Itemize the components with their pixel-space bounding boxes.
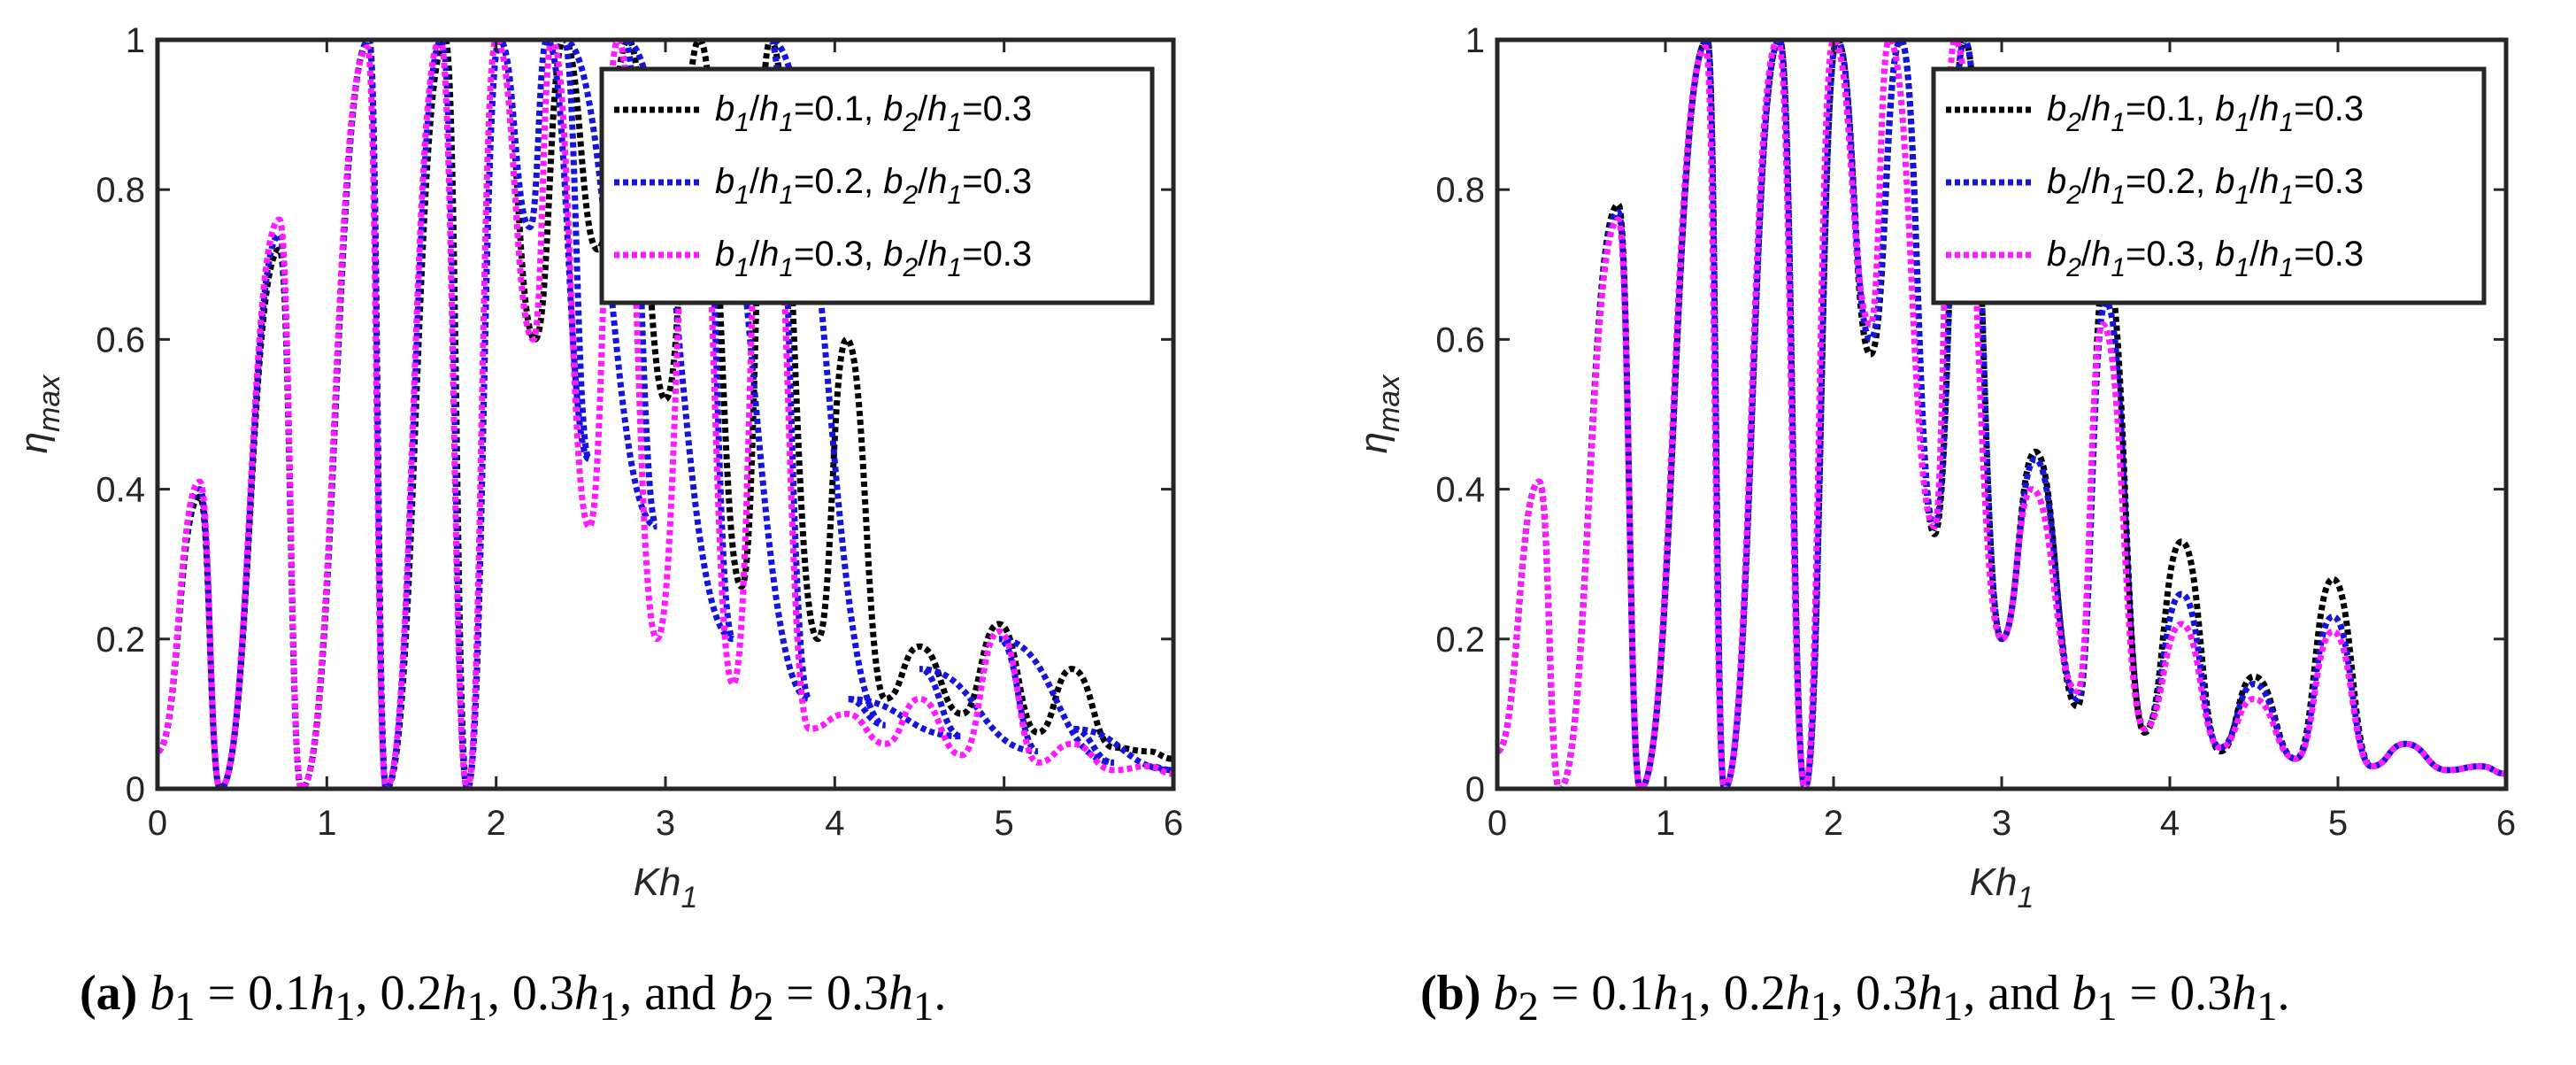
y-tick-label: 0.2 [96,621,145,660]
caption-b: (b) b2 = 0.1h1, 0.2h1, 0.3h1, and b1 = 0… [1420,966,2290,1030]
y-tick-label: 1 [1465,21,1485,60]
caption-a: (a) b1 = 0.1h1, 0.2h1, 0.3h1, and b2 = 0… [80,966,947,1030]
y-tick-label: 0 [126,770,145,809]
x-tick-label: 6 [2496,804,2516,843]
y-axis-label: ηmax [12,374,66,454]
x-tick-label: 1 [1656,804,1675,843]
y-tick-label: 0.4 [96,471,145,510]
y-tick-label: 0.8 [96,171,145,210]
x-tick-label: 5 [2328,804,2348,843]
legend-box [599,66,1155,305]
legend-entry-3: b2/h1=0.3, b1/h1=0.3 [2047,235,2364,282]
panel-b: 0 1 2 3 4 5 6 0 0.2 0.4 0.6 0.8 1 Kh1 ηmax b2/h1=0.1, b… [1352,21,2516,915]
x-tick-label: 0 [148,804,167,843]
legend: b2/h1=0.1, b1/h1=0.3 b2/h1=0.2, b1/h1=0.3… [1931,66,2487,305]
caption-a-tag: (a) [80,966,138,1021]
x-tick-label: 2 [1824,804,1843,843]
x-tick-label: 4 [825,804,844,843]
legend-entry-2: b2/h1=0.2, b1/h1=0.3 [2047,162,2364,210]
legend-box [1931,66,2487,305]
y-tick-label: 0.4 [1435,471,1485,510]
series-line-1 [1497,40,2506,789]
y-tick-label: 0.6 [96,320,145,359]
legend: b1/h1=0.1, b2/h1=0.3 b1/h1=0.2, b2/h1=0.3… [599,66,1155,305]
x-tick-label: 5 [995,804,1014,843]
y-tick-label: 0.2 [1435,621,1485,660]
x-tick-label: 6 [1164,804,1183,843]
panel-a: 0 1 2 3 4 5 6 0 0.2 0.4 0.6 0.8 1 Kh1 ηmax b1/h1=0.1, b… [12,21,1183,915]
legend-entry-1: b1/h1=0.1, b2/h1=0.3 [715,89,1032,137]
series-line-3 [158,40,1173,789]
x-axis-label: Kh1 [634,860,698,915]
y-axis-label: ηmax [1352,374,1406,454]
x-tick-label: 0 [1488,804,1507,843]
y-tick-label: 0 [1465,770,1485,809]
series-line-2 [158,40,1173,789]
x-axis-label: Kh1 [1970,860,2034,915]
caption-b-tag: (b) [1420,966,1481,1021]
x-tick-label: 4 [2160,804,2180,843]
x-tick-label: 1 [317,804,336,843]
x-tick-label: 2 [487,804,506,843]
y-tick-label: 0.8 [1435,171,1485,210]
x-tick-label: 3 [656,804,675,843]
legend-entry-2: b1/h1=0.2, b2/h1=0.3 [715,162,1032,210]
legend-entry-3: b1/h1=0.3, b2/h1=0.3 [715,235,1032,282]
x-tick-label: 3 [1992,804,2011,843]
y-tick-label: 1 [126,21,145,60]
y-tick-label: 0.6 [1435,320,1485,359]
legend-entry-1: b2/h1=0.1, b1/h1=0.3 [2047,89,2364,137]
